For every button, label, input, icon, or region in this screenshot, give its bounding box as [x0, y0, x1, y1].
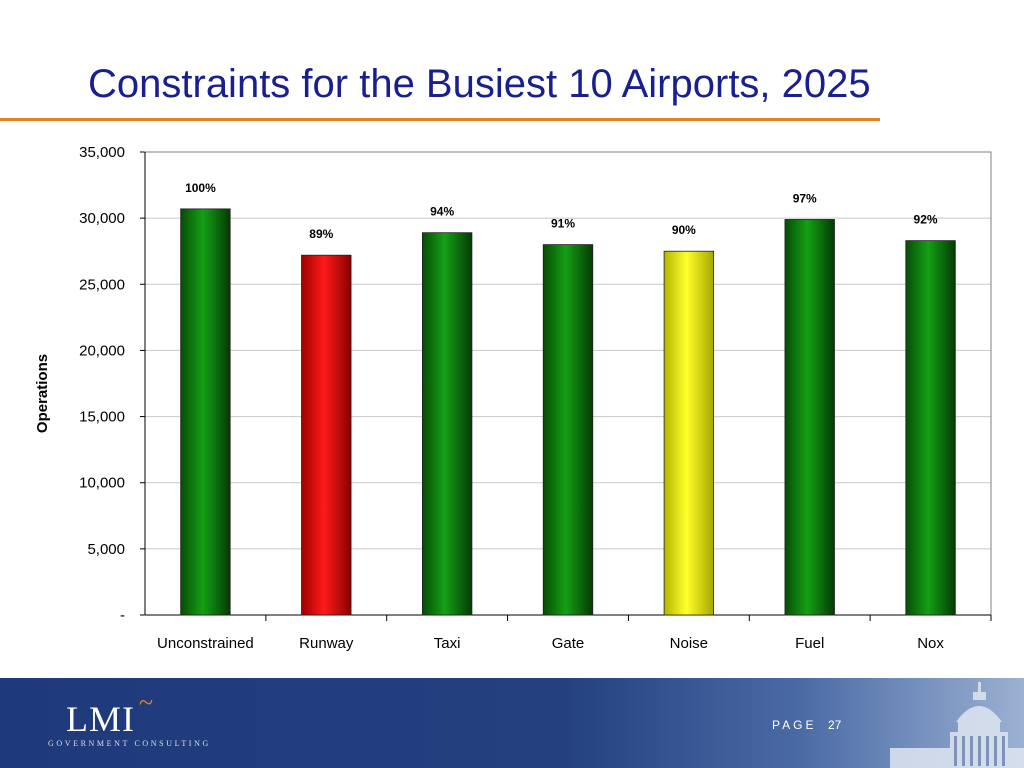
chart-labels: - 5,000 10,000 15,000 20,000 25,000 30,000 35,0…: [79, 144, 944, 652]
x-tick-label: Noise: [670, 635, 708, 652]
x-tick-label: Unconstrained: [157, 635, 254, 652]
bar-noise: [663, 250, 715, 616]
y-tick-label: 30,000: [79, 210, 125, 227]
logo-subtitle: GOVERNMENT CONSULTING: [48, 739, 211, 748]
lmi-logo: LMI: [66, 699, 135, 739]
data-label: 92%: [914, 213, 938, 227]
data-label: 94%: [430, 205, 454, 219]
slide-title: Constraints for the Busiest 10 Airports,…: [88, 62, 871, 106]
y-tick-label: 15,000: [79, 409, 125, 426]
bar-taxi: [421, 232, 473, 616]
data-label: 89%: [309, 227, 333, 241]
title-divider: [0, 118, 880, 121]
x-tick-label: Runway: [299, 635, 354, 652]
logo-accent: ~: [139, 688, 154, 717]
y-tick-label: 20,000: [79, 342, 125, 359]
x-tick-label: Nox: [917, 635, 944, 652]
bar-runway: [301, 254, 352, 616]
y-tick-label: 25,000: [79, 276, 125, 293]
footer-bar: LMI ~ GOVERNMENT CONSULTING PAGE 27: [0, 678, 1024, 768]
bar-fuel: [784, 219, 835, 616]
data-label: 90%: [672, 223, 696, 237]
capitol-dome-icon: [890, 682, 1024, 768]
page-label: PAGE: [772, 718, 817, 732]
data-label: 91%: [551, 217, 575, 231]
y-tick-label: 10,000: [79, 475, 125, 492]
data-label: 100%: [185, 181, 216, 195]
y-tick-label: -: [120, 607, 125, 624]
x-tick-label: Taxi: [434, 635, 461, 652]
bar-nox: [905, 240, 956, 616]
x-tick-label: Gate: [552, 635, 585, 652]
page-number: 27: [828, 718, 842, 732]
data-label: 97%: [793, 191, 817, 205]
y-tick-label: 35,000: [79, 144, 125, 161]
y-tick-label: 5,000: [87, 541, 125, 558]
bar-gate: [542, 244, 594, 616]
bar-chart: - 5,000 10,000 15,000 20,000 25,000 30,000 35,0…: [34, 144, 992, 652]
y-axis-title: Operations: [34, 354, 51, 433]
x-tick-label: Fuel: [795, 635, 824, 652]
chart-bars: [180, 208, 956, 616]
bar-unconstrained: [180, 208, 231, 616]
